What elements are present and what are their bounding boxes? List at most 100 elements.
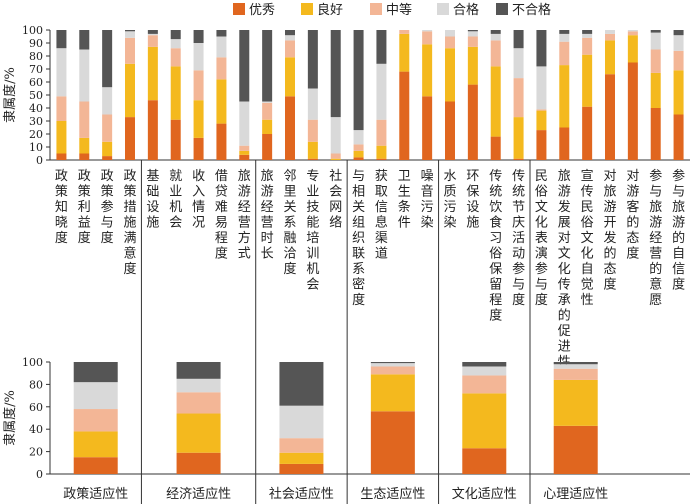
bar-segment	[467, 31, 478, 37]
legend-label: 不合格	[512, 2, 551, 18]
bar-segment	[605, 74, 615, 160]
bar-segment	[536, 130, 547, 160]
bar-segment	[79, 49, 90, 102]
bar-segment	[559, 127, 570, 160]
bar-segment	[73, 382, 118, 410]
bar-segment	[553, 425, 598, 474]
bar-segment	[147, 30, 158, 34]
bar-segment	[582, 54, 593, 107]
bar-segment	[553, 362, 598, 365]
bar-segment	[193, 30, 204, 43]
chart-legend: 优秀 良好 中等 合格 不合格	[233, 2, 551, 18]
y-axis-title: 隶属度/%	[2, 390, 18, 446]
x-category-label: 就业机会	[169, 169, 182, 231]
bar-segment	[627, 35, 638, 63]
y-tick-label: 40	[29, 423, 43, 436]
bar-segment	[216, 79, 227, 124]
bar-segment	[353, 150, 364, 158]
x-category-label: 传统饮食习俗保留程度	[489, 169, 502, 324]
legend-label: 优秀	[249, 3, 275, 18]
x-category-label: 邻里关系融洽度	[283, 169, 296, 277]
bar-segment	[102, 30, 113, 88]
bar-segment	[73, 409, 118, 432]
bar-segment	[193, 137, 204, 160]
x-category-label: 噪音污染	[421, 169, 434, 231]
bar-segment	[490, 66, 501, 137]
bar-segment	[262, 101, 273, 103]
bar-segment	[125, 30, 135, 32]
bar-segment	[462, 366, 507, 376]
bar-segment	[330, 30, 341, 118]
legend-label: 中等	[386, 2, 412, 18]
bar-segment	[513, 117, 524, 159]
bar-segment	[147, 46, 158, 101]
bar-segment	[462, 375, 507, 394]
bar-segment	[513, 158, 524, 160]
bar-segment	[279, 438, 324, 453]
bar-segment	[553, 379, 598, 426]
bar-segment	[376, 145, 387, 159]
bar-segment	[147, 33, 158, 36]
bar-segment	[330, 153, 341, 159]
bar-segment	[559, 33, 570, 42]
bar-segment	[285, 30, 295, 36]
legend-swatch	[301, 3, 313, 15]
x-category-label: 旅游发展对文化传承的促进性	[558, 169, 571, 370]
y-tick-label: 100	[22, 356, 43, 369]
bar-segment	[376, 30, 387, 64]
bar-segment	[553, 364, 598, 369]
indicator-membership-chart: 0102030405060708090100隶属度/%政策知晓度政策利益度政策参…	[2, 24, 690, 504]
bar-segment	[176, 452, 221, 474]
y-tick-label: 10	[29, 141, 43, 154]
bar-segment	[307, 141, 318, 159]
bar-segment	[102, 87, 113, 115]
x-category-label: 专业技能培训机会	[306, 169, 319, 293]
bar-segment	[79, 137, 90, 154]
y-tick-label: 60	[29, 76, 43, 89]
bar-segment	[673, 50, 684, 71]
bar-segment	[279, 452, 324, 464]
bar-segment	[353, 144, 364, 151]
bar-segment	[193, 43, 204, 71]
bar-segment	[285, 35, 295, 41]
bar-segment	[307, 88, 318, 120]
bar-segment	[605, 40, 615, 75]
y-tick-label: 0	[36, 154, 43, 167]
bar-segment	[285, 57, 295, 97]
legend-swatch	[233, 3, 245, 15]
y-tick-label: 0	[36, 468, 43, 481]
x-category-label: 对旅游开发的态度	[603, 169, 616, 293]
bar-segment	[170, 30, 181, 40]
x-category-label: 文化适应性	[452, 486, 517, 502]
x-category-label: 对游客的态度	[626, 169, 639, 262]
x-category-label: 旅游经营方式	[238, 169, 251, 262]
bar-segment	[559, 41, 570, 66]
bar-segment	[673, 30, 684, 36]
bar-segment	[239, 30, 250, 102]
bar-segment	[605, 30, 615, 34]
bar-segment	[490, 30, 501, 34]
bar-segment	[490, 40, 501, 67]
dimension-membership-chart: 0 20 40 60 80 100 隶属度/% 政策适应性 经济适应性 社会适应性 生态适应性 文化适…	[2, 356, 690, 502]
bar-segment	[56, 30, 67, 49]
y-tick-label: 40	[29, 102, 43, 115]
x-category-label: 宣传民俗文化自觉性	[581, 168, 594, 308]
bar-segment	[582, 30, 593, 34]
bar-segment	[467, 36, 478, 47]
bar-segment	[147, 100, 158, 160]
bar-segment	[239, 154, 250, 160]
bar-segment	[370, 374, 415, 412]
bar-segment	[582, 33, 593, 38]
bar-segment	[216, 123, 227, 160]
bar-segment	[370, 362, 415, 364]
bar-segment	[102, 114, 113, 142]
bar-segment	[330, 158, 341, 160]
bar-segment	[170, 48, 181, 67]
bar-segment	[56, 48, 67, 97]
bar-segment	[376, 63, 387, 120]
bar-segment	[307, 158, 318, 160]
bar-segment	[279, 362, 324, 406]
x-category-label: 收入情况	[192, 169, 205, 231]
bar-segment	[650, 30, 661, 33]
